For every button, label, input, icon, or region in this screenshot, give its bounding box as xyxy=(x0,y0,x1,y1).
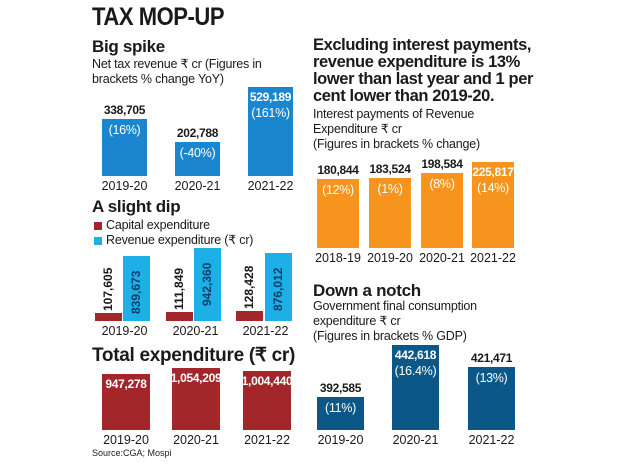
value-label-capital: 111,849 xyxy=(172,268,186,311)
pct-label: (1%) xyxy=(377,182,403,197)
headline-line: revenue expenditure is 13% xyxy=(313,53,520,71)
value-label-revenue: 876,012 xyxy=(271,267,285,312)
year-label: 2018-19 xyxy=(315,251,361,265)
bar xyxy=(243,370,291,430)
year-label: 2020-21 xyxy=(174,179,221,193)
value-label: 183,524 xyxy=(369,162,411,177)
bar xyxy=(421,172,463,248)
year-label: 2019-20 xyxy=(101,324,148,338)
pct-label: (16%) xyxy=(108,122,141,137)
bar xyxy=(468,366,515,430)
legend-label-revenue: Revenue expenditure (₹ cr) xyxy=(106,233,254,247)
subtitle-line: brackets % change YoY) xyxy=(92,72,224,86)
pct-label: (161%) xyxy=(251,105,290,120)
value-label-capital: 107,605 xyxy=(101,267,115,311)
pct-label: (11%) xyxy=(325,401,356,415)
headline-line: cent lower than 2019-20. xyxy=(313,87,495,105)
bar xyxy=(172,368,220,430)
bar-revenue xyxy=(265,253,292,321)
bar xyxy=(472,162,514,248)
value-label: 180,844 xyxy=(317,163,359,178)
year-label: 2020-21 xyxy=(173,433,219,447)
bar-revenue xyxy=(194,247,221,321)
bar-capital xyxy=(166,312,193,321)
bar-capital xyxy=(95,312,122,321)
chart-title-big-spike: Big spike xyxy=(92,37,165,56)
subtitle-line: Net tax revenue ₹ cr (Figures in xyxy=(92,57,262,71)
year-label: 2021-22 xyxy=(470,251,516,265)
legend-swatch-capital xyxy=(94,222,102,230)
subtitle-line: expenditure ₹ cr xyxy=(313,314,401,328)
subtitle-line: Expenditure ₹ cr xyxy=(313,122,402,136)
year-label: 2021-22 xyxy=(244,433,290,447)
year-label: 2019-20 xyxy=(103,433,149,447)
bar-capital xyxy=(236,311,263,321)
year-label: 2020-21 xyxy=(392,433,439,447)
subtitle-line: Interest payments of Revenue xyxy=(313,107,475,121)
year-label: 2019-20 xyxy=(317,433,364,447)
legend-swatch-revenue xyxy=(94,237,102,245)
value-label: 202,788 xyxy=(176,125,219,140)
pct-label: (8%) xyxy=(429,176,455,191)
value-label: 442,618 xyxy=(394,347,437,362)
subtitle-line: Government final consumption xyxy=(313,299,477,313)
headline: Excluding interest payments, revenue exp… xyxy=(313,37,533,105)
value-label: 1,004,440 xyxy=(241,373,293,388)
pct-label: (16.4%) xyxy=(394,363,437,378)
year-label: 2019-20 xyxy=(367,251,413,265)
chart-title-down-a-notch: Down a notch xyxy=(313,281,421,300)
value-label-revenue: 839,673 xyxy=(129,270,143,314)
source-note: Source:CGA; Mospi xyxy=(92,448,172,458)
value-label: 421,471 xyxy=(470,350,513,365)
chart-title-slight-dip: A slight dip xyxy=(92,197,181,216)
bar xyxy=(317,397,364,430)
bar xyxy=(392,344,439,430)
year-label: 2019-20 xyxy=(101,179,148,193)
headline-line: Excluding interest payments, xyxy=(313,36,532,54)
year-label: 2021-22 xyxy=(468,433,515,447)
value-label: 1,054,209 xyxy=(170,371,222,385)
headline-line: lower than last year and 1 per xyxy=(313,70,533,88)
pct-label: (-40%) xyxy=(179,145,216,160)
bar-revenue xyxy=(123,255,150,321)
subtitle-line: (Figures in brackets % GDP) xyxy=(313,329,467,343)
year-label: 2021-22 xyxy=(242,324,289,338)
page-title: TAX MOP-UP xyxy=(92,3,225,31)
chart-subtitle: Government final consumption expenditure… xyxy=(313,299,477,344)
value-label: 198,584 xyxy=(421,156,463,171)
bar xyxy=(175,141,220,176)
bar xyxy=(102,118,147,176)
value-label: 225,817 xyxy=(472,165,514,180)
value-label-capital: 128,428 xyxy=(242,265,256,310)
pct-label: (14%) xyxy=(477,181,509,196)
pct-label: (13%) xyxy=(475,370,508,385)
subtitle-line: (Figures in brackets % change) xyxy=(313,137,480,151)
chart-title-total-expenditure: Total expenditure (₹ cr) xyxy=(92,345,296,366)
bar xyxy=(317,179,359,248)
year-label: 2021-22 xyxy=(247,179,294,193)
chart-subtitle: Net tax revenue ₹ cr (Figures in bracket… xyxy=(92,57,262,87)
bar xyxy=(102,374,150,430)
value-label: 947,278 xyxy=(105,377,147,392)
year-label: 2020-21 xyxy=(419,251,465,265)
pct-label: (12%) xyxy=(322,183,354,198)
value-label: 529,189 xyxy=(249,89,292,104)
chart-subtitle: Interest payments of Revenue Expenditure… xyxy=(313,107,480,152)
value-label: 338,705 xyxy=(103,102,146,117)
bar xyxy=(248,86,293,176)
year-label: 2020-21 xyxy=(172,324,219,338)
bar xyxy=(369,178,411,248)
legend-label-capital: Capital expenditure xyxy=(106,218,210,232)
value-label: 392,585 xyxy=(319,381,362,395)
value-label-revenue: 942,360 xyxy=(200,262,214,306)
